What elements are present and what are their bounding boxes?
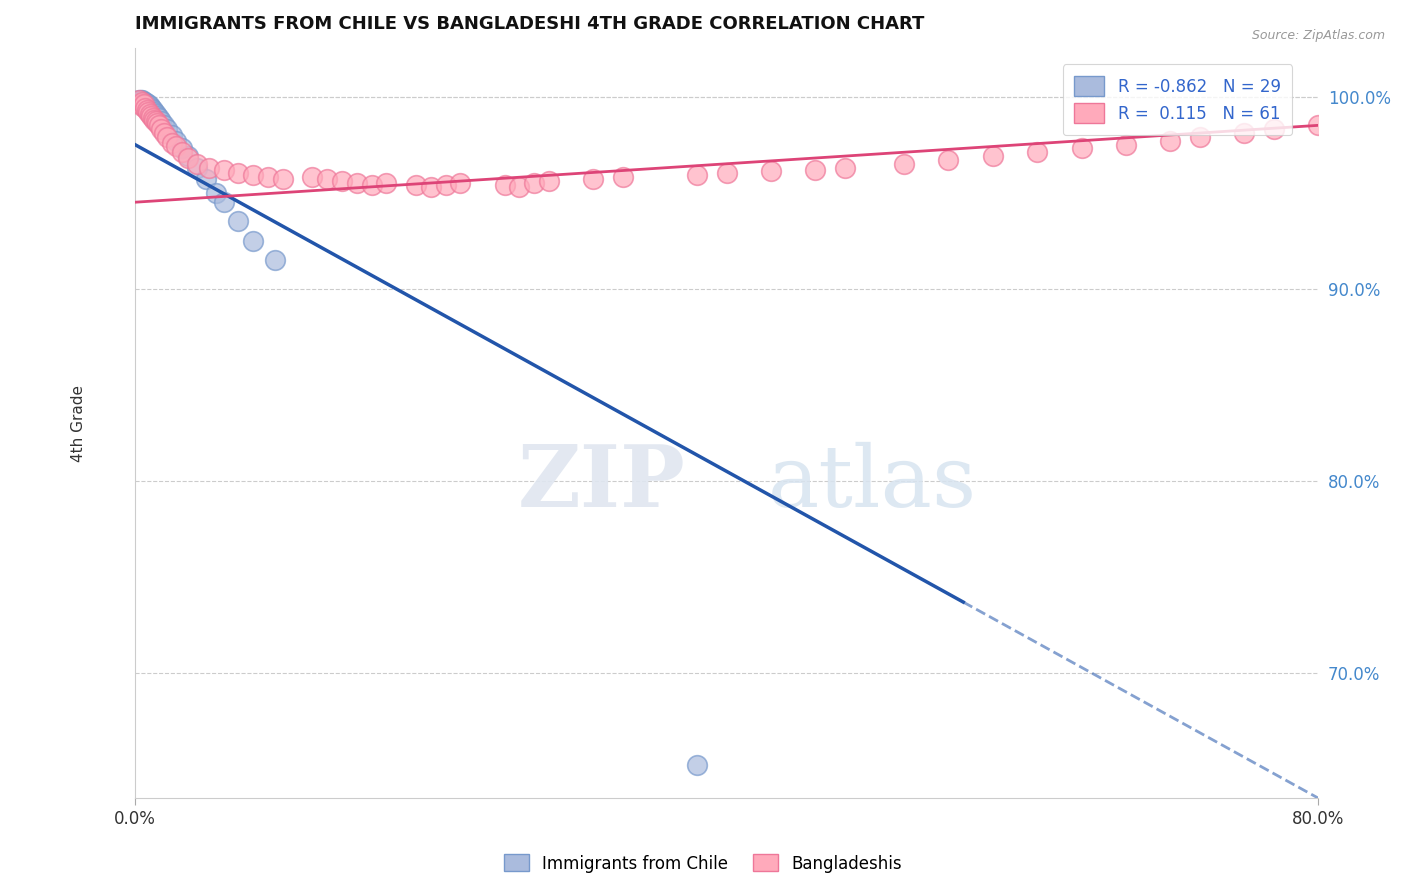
Point (330, 174, 353, 188)
Point (1233, 126, 1256, 140)
Point (165, 134, 187, 148)
Point (893, 157, 915, 171)
Point (129, 93, 152, 107)
Point (148, 119, 170, 133)
Point (981, 149, 1004, 163)
Point (139, 101, 162, 115)
Point (131, 95, 153, 110)
Point (128, 93, 150, 107)
Point (419, 179, 441, 194)
Point (172, 145, 194, 160)
Text: IMMIGRANTS FROM CHILE VS BANGLADESHI 4TH GRADE CORRELATION CHART: IMMIGRANTS FROM CHILE VS BANGLADESHI 4TH… (135, 15, 924, 33)
Y-axis label: 4th Grade: 4th Grade (72, 384, 86, 462)
Point (375, 176, 398, 190)
Point (156, 129, 179, 144)
Point (834, 161, 856, 175)
Point (612, 170, 634, 185)
Text: Source: ZipAtlas.com: Source: ZipAtlas.com (1251, 29, 1385, 43)
Point (138, 107, 160, 121)
Point (212, 162, 235, 177)
Point (135, 103, 157, 117)
Point (148, 111, 170, 125)
Point (136, 97, 159, 112)
Point (523, 176, 546, 190)
Point (1026, 145, 1049, 160)
Point (129, 97, 152, 112)
Point (538, 174, 561, 188)
Point (228, 214, 250, 228)
Point (150, 122, 173, 136)
Text: atlas: atlas (768, 442, 977, 524)
Point (177, 151, 200, 165)
Point (228, 166, 250, 180)
Point (172, 141, 194, 155)
Point (136, 104, 159, 119)
Point (186, 161, 208, 175)
Point (142, 111, 165, 125)
Point (242, 234, 264, 248)
Legend: Immigrants from Chile, Bangladeshis: Immigrants from Chile, Bangladeshis (498, 847, 908, 880)
Point (264, 252, 287, 267)
Point (494, 178, 516, 192)
Point (134, 101, 156, 115)
Point (1308, 119, 1330, 133)
Point (139, 109, 162, 123)
Point (142, 103, 165, 117)
Point (212, 195, 235, 210)
Point (153, 119, 176, 133)
Point (1188, 129, 1211, 144)
Point (582, 172, 605, 186)
Point (128, 93, 150, 107)
Point (134, 95, 156, 110)
Point (146, 116, 169, 130)
Point (177, 149, 200, 163)
Point (153, 126, 176, 140)
Point (1070, 141, 1092, 155)
Point (1263, 122, 1285, 136)
Point (143, 112, 166, 127)
Point (186, 157, 208, 171)
Point (131, 99, 153, 113)
Point (346, 176, 368, 190)
Point (360, 178, 382, 192)
Point (686, 758, 709, 772)
Point (150, 114, 173, 128)
Point (165, 139, 187, 153)
Point (1159, 134, 1181, 148)
Point (146, 109, 169, 123)
Point (301, 170, 323, 185)
Point (508, 179, 530, 194)
Point (316, 172, 339, 186)
Point (145, 107, 167, 121)
Point (257, 170, 280, 185)
Point (242, 169, 264, 183)
Point (131, 93, 153, 107)
Point (132, 97, 155, 112)
Point (434, 178, 457, 192)
Point (1115, 137, 1137, 152)
Point (938, 153, 960, 167)
Point (143, 104, 166, 119)
Point (160, 128, 183, 142)
Point (160, 136, 183, 150)
Point (132, 95, 155, 110)
Point (759, 164, 782, 178)
Point (194, 172, 217, 186)
Point (686, 169, 709, 183)
Point (271, 172, 294, 186)
Point (716, 166, 738, 180)
Point (405, 178, 427, 192)
Point (804, 162, 827, 177)
Point (156, 122, 179, 136)
Point (135, 97, 157, 112)
Point (145, 114, 167, 128)
Point (138, 99, 160, 113)
Point (198, 161, 221, 175)
Text: ZIP: ZIP (517, 442, 685, 525)
Legend: R = -0.862   N = 29, R =  0.115   N = 61: R = -0.862 N = 29, R = 0.115 N = 61 (1063, 64, 1292, 135)
Point (205, 186, 228, 200)
Point (449, 176, 471, 190)
